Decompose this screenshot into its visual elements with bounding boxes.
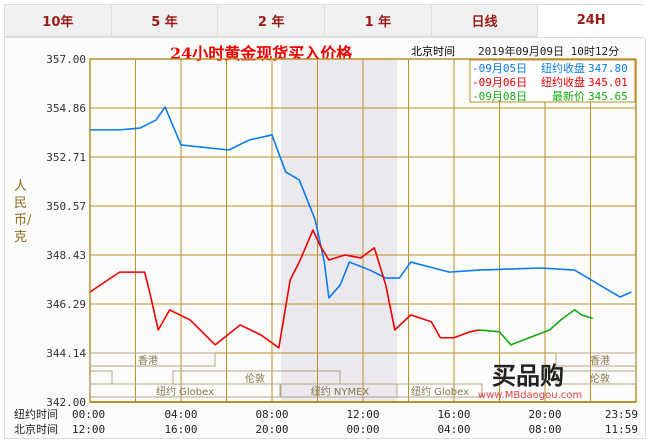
y-tick-label: 354.86 [46, 102, 86, 115]
x-tick-label: 23:59 [605, 408, 638, 421]
y-tick-label: 344.14 [46, 347, 86, 360]
x-tick-label: 00:00 [72, 408, 105, 421]
tab-5[interactable]: 24H [537, 4, 645, 37]
x-tick-label: 04:00 [437, 423, 470, 436]
x-tick-label: 12:00 [72, 423, 105, 436]
session-label: 香港 [138, 355, 158, 367]
nymex-shaded-region [281, 59, 398, 402]
y-tick-label: 346.29 [46, 298, 86, 311]
watermark-logo: 买品购 [492, 362, 564, 390]
tab-2[interactable]: 2 年 [217, 4, 325, 37]
x-axis-row-label: 纽约时间 [14, 407, 58, 421]
y-tick-label: 350.57 [46, 200, 86, 213]
x-tick-label: 08:00 [528, 423, 561, 436]
y-tick-label: 348.43 [46, 249, 86, 262]
plot-border [89, 58, 637, 403]
x-tick-label: 00:00 [346, 423, 379, 436]
tab-1[interactable]: 5 年 [110, 4, 218, 37]
series-line-2 [478, 309, 594, 346]
tab-4[interactable]: 日线 [430, 4, 538, 37]
legend-date: -09月08日 [472, 90, 527, 103]
x-tick-label: 12:00 [346, 408, 379, 421]
x-tick-label: 04:00 [164, 408, 197, 421]
current-datetime: 2019年09月09日 10时12分 [478, 45, 620, 58]
session-label: 纽约 NYMEX [311, 385, 370, 398]
legend-label: 纽约收盘 [541, 75, 585, 89]
legend-value: 345.01 [588, 76, 628, 89]
legend-label: 最新价 [552, 89, 585, 103]
legend-box [469, 59, 636, 103]
y-tick-label: 357.00 [46, 53, 86, 66]
session-box [89, 383, 281, 398]
watermark-url: www.MBdaogou.com [478, 390, 582, 401]
tab-0[interactable]: 10年 [4, 4, 111, 37]
session-label: 纽约 Globex [411, 385, 469, 398]
legend-value: 345.65 [588, 90, 628, 103]
y-tick-label: 352.71 [46, 151, 86, 164]
legend-label: 纽约收盘 [541, 61, 585, 75]
session-box [396, 383, 483, 398]
session-box [555, 370, 637, 385]
y-tick-label: 342.00 [46, 396, 86, 409]
x-tick-label: 20:00 [255, 423, 288, 436]
tab-3[interactable]: 1 年 [324, 4, 431, 37]
y-axis-label: 人民币/克 [14, 179, 32, 245]
x-tick-label: 20:00 [528, 408, 561, 421]
series-line-0 [90, 106, 632, 299]
x-axis-row-label: 北京时间 [14, 422, 58, 436]
x-tick-label: 16:00 [437, 408, 470, 421]
x-tick-label: 11:59 [605, 423, 638, 436]
legend-date: -09月05日 [472, 62, 527, 75]
x-tick-label: 08:00 [255, 408, 288, 421]
legend-date: -09月06日 [472, 76, 527, 89]
x-tick-label: 16:00 [164, 423, 197, 436]
timezone-label: 北京时间 [411, 45, 455, 58]
session-label: 伦敦 [245, 372, 265, 385]
session-label: 香港 [590, 355, 610, 367]
legend-value: 347.80 [588, 62, 628, 75]
session-label: 伦敦 [590, 372, 610, 385]
session-box [89, 352, 216, 367]
session-box [89, 370, 113, 385]
session-box [555, 352, 637, 367]
session-label: 纽约 Globex [156, 385, 214, 398]
series-line-1 [89, 229, 480, 349]
